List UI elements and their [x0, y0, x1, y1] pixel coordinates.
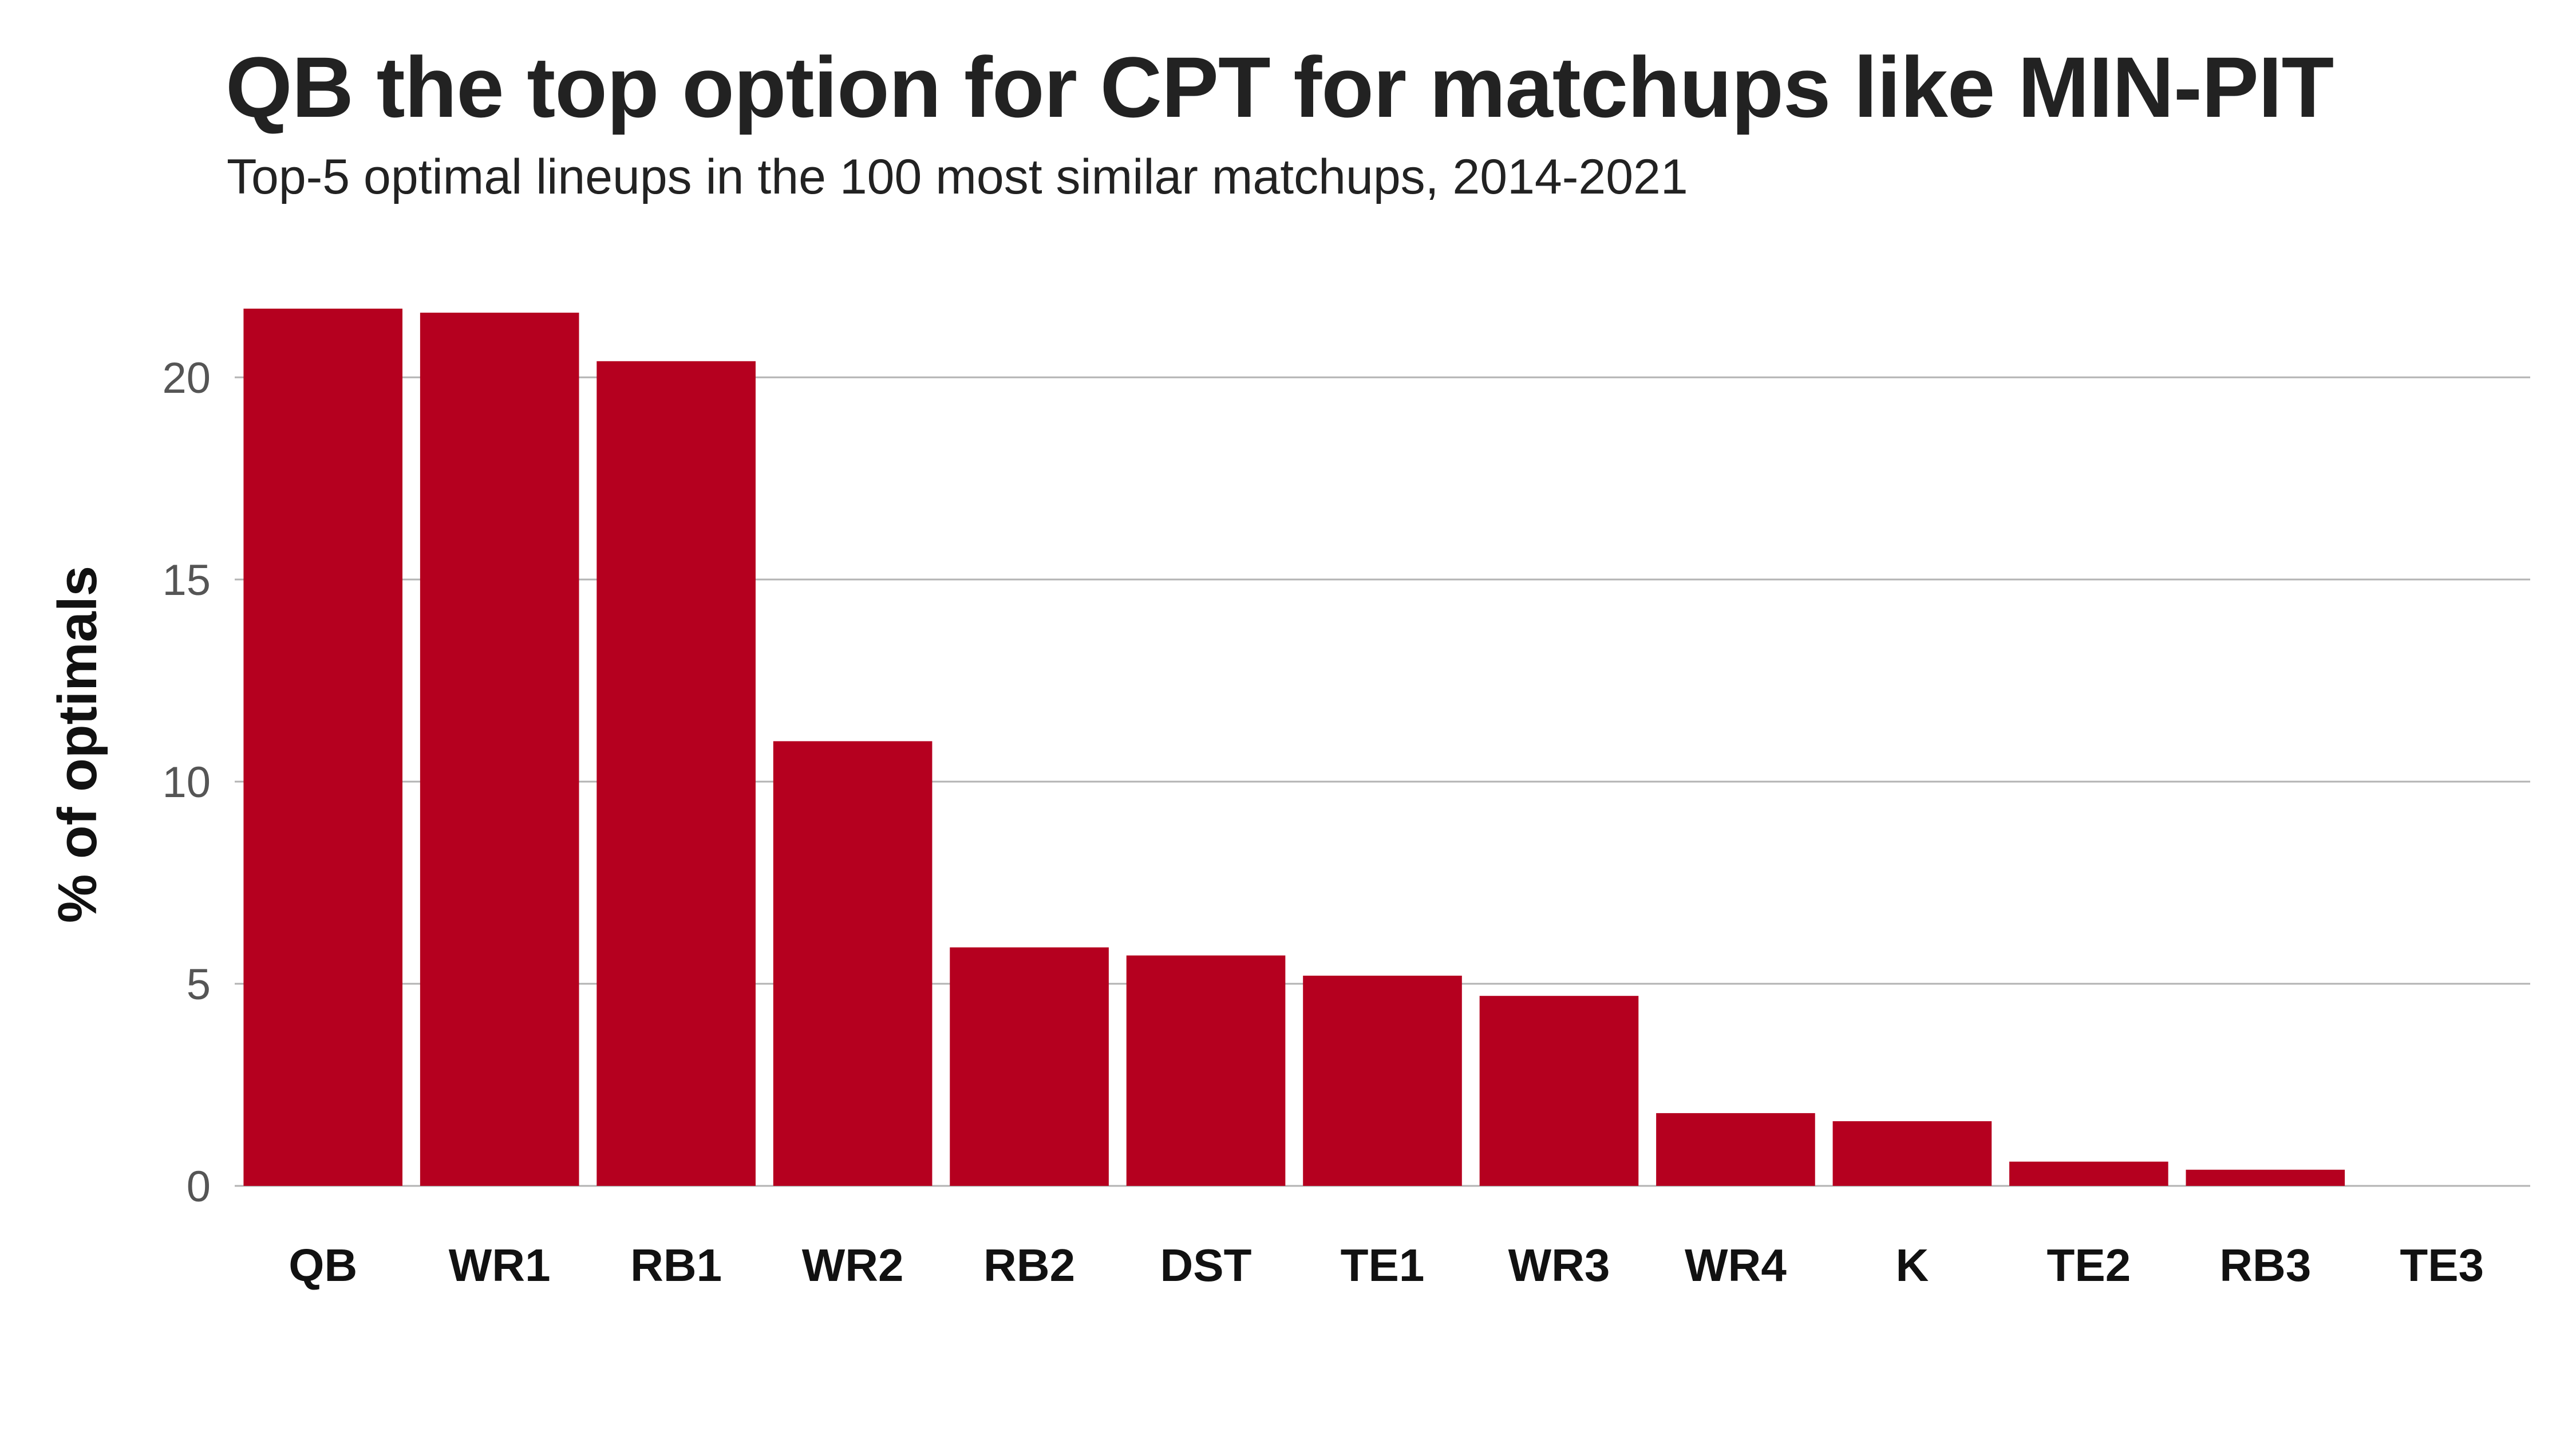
- chart-title: QB the top option for CPT for matchups l…: [226, 39, 2334, 135]
- bar-te2: [2009, 1161, 2168, 1186]
- x-tick-label-wr2: WR2: [802, 1240, 904, 1291]
- bar-k: [1832, 1121, 1992, 1186]
- bar-dst: [1126, 955, 1286, 1186]
- bars: [243, 308, 2345, 1186]
- bar-te1: [1303, 975, 1462, 1186]
- y-axis-label: % of optimals: [47, 566, 108, 923]
- bar-wr4: [1656, 1113, 1815, 1186]
- bar-rb2: [950, 947, 1109, 1186]
- y-axis-ticks: 0 5 10 15 20: [162, 354, 211, 1211]
- bar-wr2: [773, 741, 933, 1186]
- x-tick-label-rb3: RB3: [2219, 1240, 2311, 1291]
- y-tick-label: 15: [162, 556, 211, 605]
- y-tick-label: 5: [187, 960, 211, 1009]
- x-tick-label-wr1: WR1: [449, 1240, 551, 1291]
- x-tick-label-te2: TE2: [2046, 1240, 2131, 1291]
- bar-rb1: [596, 361, 756, 1186]
- y-tick-label: 0: [187, 1162, 211, 1211]
- x-tick-label-k: K: [1895, 1240, 1929, 1291]
- x-tick-label-te1: TE1: [1341, 1240, 1425, 1291]
- bar-wr3: [1479, 996, 1639, 1186]
- y-tick-label: 10: [162, 758, 211, 807]
- x-tick-label-te3: TE3: [2400, 1240, 2484, 1291]
- chart-subtitle: Top-5 optimal lineups in the 100 most si…: [227, 149, 1688, 204]
- x-tick-label-dst: DST: [1160, 1240, 1252, 1291]
- x-tick-label-wr4: WR4: [1685, 1240, 1787, 1291]
- y-tick-label: 20: [162, 354, 211, 403]
- bar-rb3: [2186, 1169, 2345, 1186]
- bar-wr1: [420, 313, 579, 1186]
- x-tick-label-wr3: WR3: [1508, 1240, 1610, 1291]
- x-axis-ticks: QB WR1 RB1 WR2 RB2 DST TE1 WR3 WR4 K TE2 RB3 TE3: [289, 1240, 2484, 1291]
- x-tick-label-qb: QB: [289, 1240, 357, 1291]
- x-tick-label-rb1: RB1: [630, 1240, 722, 1291]
- x-tick-label-rb2: RB2: [983, 1240, 1075, 1291]
- bar-qb: [243, 308, 403, 1186]
